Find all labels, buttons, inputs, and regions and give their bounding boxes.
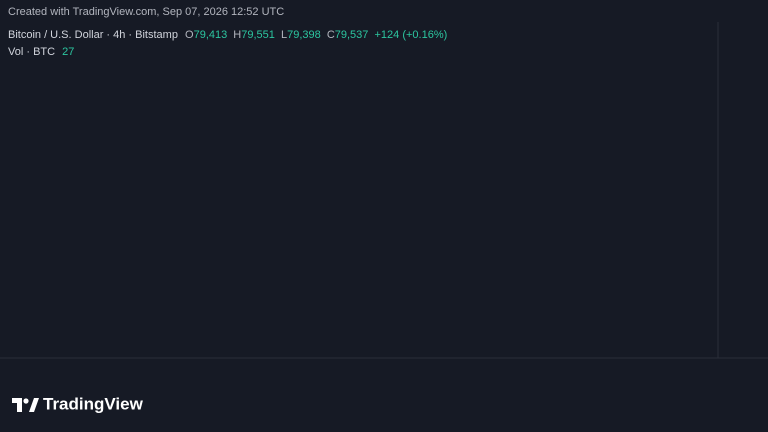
legend: Bitcoin / U.S. Dollar · 4h · Bitstamp O7… <box>8 29 447 41</box>
logo-mark <box>12 398 22 412</box>
logo: TradingView <box>12 394 144 413</box>
volume-legend: Vol · BTC 27 <box>8 46 74 58</box>
high-key: H <box>233 29 241 41</box>
volume-key: Vol · BTC <box>8 46 55 58</box>
close-key: C <box>327 29 335 41</box>
low-key: L <box>281 29 287 41</box>
change: +124 (+0.16%) <box>374 29 447 41</box>
low-value: 79,398 <box>287 29 321 41</box>
volume-value: 27 <box>62 46 74 58</box>
open-value: 79,413 <box>194 29 228 41</box>
header: Created with TradingView.com, Sep 07, 20… <box>8 6 284 18</box>
symbol: Bitcoin / U.S. Dollar · 4h · Bitstamp <box>8 29 178 41</box>
high-value: 79,551 <box>241 29 275 41</box>
logo-slash <box>29 398 39 412</box>
close-value: 79,537 <box>335 29 369 41</box>
logo-text: TradingView <box>43 394 144 413</box>
logo-dot <box>23 398 29 404</box>
open-key: O <box>185 29 194 41</box>
